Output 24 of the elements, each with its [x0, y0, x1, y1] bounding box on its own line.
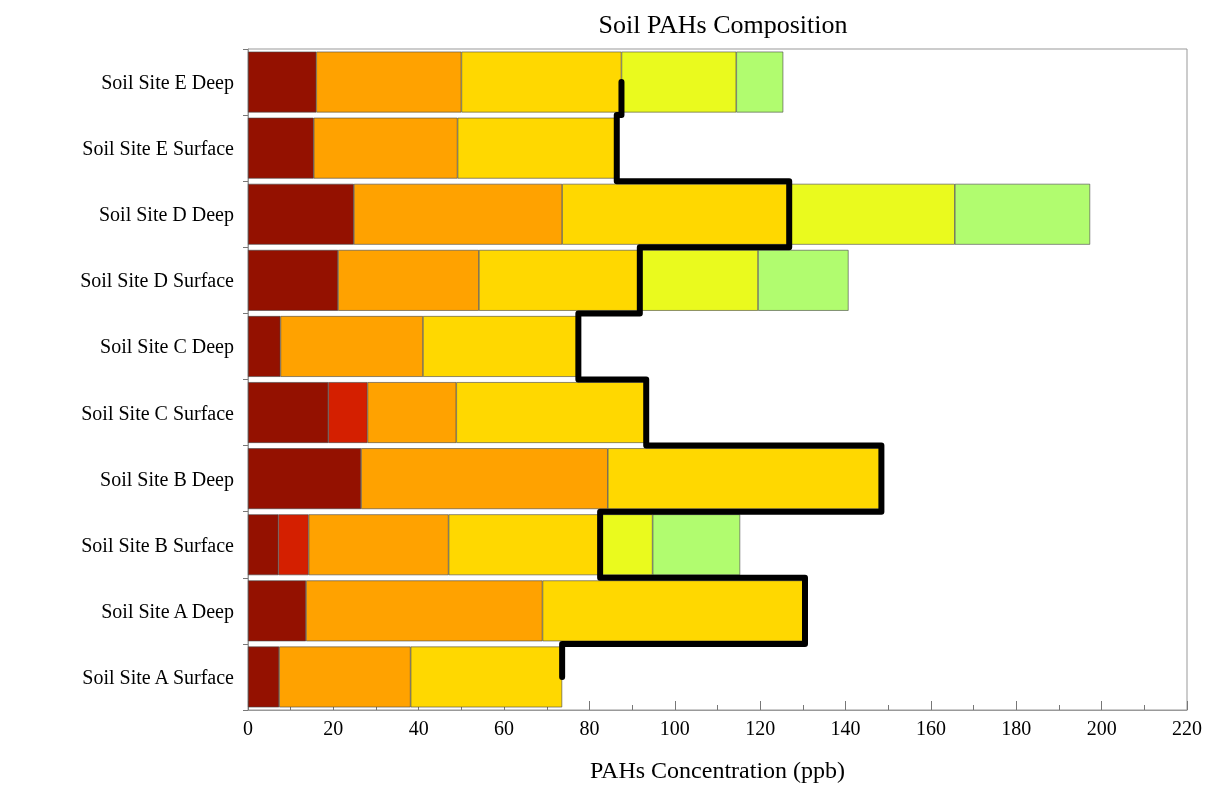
- x-tick-label: 180: [1001, 717, 1032, 739]
- x-tick-label: 20: [323, 717, 344, 739]
- y-tick-label: Soil Site D Surface: [80, 269, 235, 292]
- y-tick-label: Soil Site B Deep: [100, 467, 234, 491]
- x-tick-label: 60: [494, 717, 515, 739]
- x-tick-label: 120: [745, 717, 776, 739]
- y-tick-label: Soil Site C Surface: [81, 401, 235, 424]
- x-tick-label: 100: [659, 717, 690, 739]
- y-tick-label: Soil Site E Deep: [101, 71, 234, 95]
- y-tick-label: Soil Site A Surface: [82, 665, 235, 688]
- x-tick-label: 40: [408, 717, 429, 739]
- x-tick-label: 160: [915, 717, 946, 739]
- y-tick-label: Soil Site B Surface: [81, 533, 235, 556]
- y-tick-label: Soil Site A Deep: [101, 599, 234, 623]
- y-tick-label: Soil Site D Deep: [99, 203, 234, 227]
- x-tick-label: 140: [830, 717, 861, 739]
- x-tick-label: 220: [1172, 717, 1202, 739]
- x-tick-label: 80: [579, 717, 600, 739]
- x-tick-label: 0: [243, 717, 253, 739]
- x-tick-label: 200: [1086, 717, 1117, 739]
- x-axis-title: PAHs Concentration (ppb): [589, 757, 846, 783]
- y-tick-label: Soil Site E Surface: [82, 137, 235, 160]
- chart-title: Soil PAHs Composition: [598, 9, 848, 39]
- y-tick-label: Soil Site C Deep: [100, 335, 234, 359]
